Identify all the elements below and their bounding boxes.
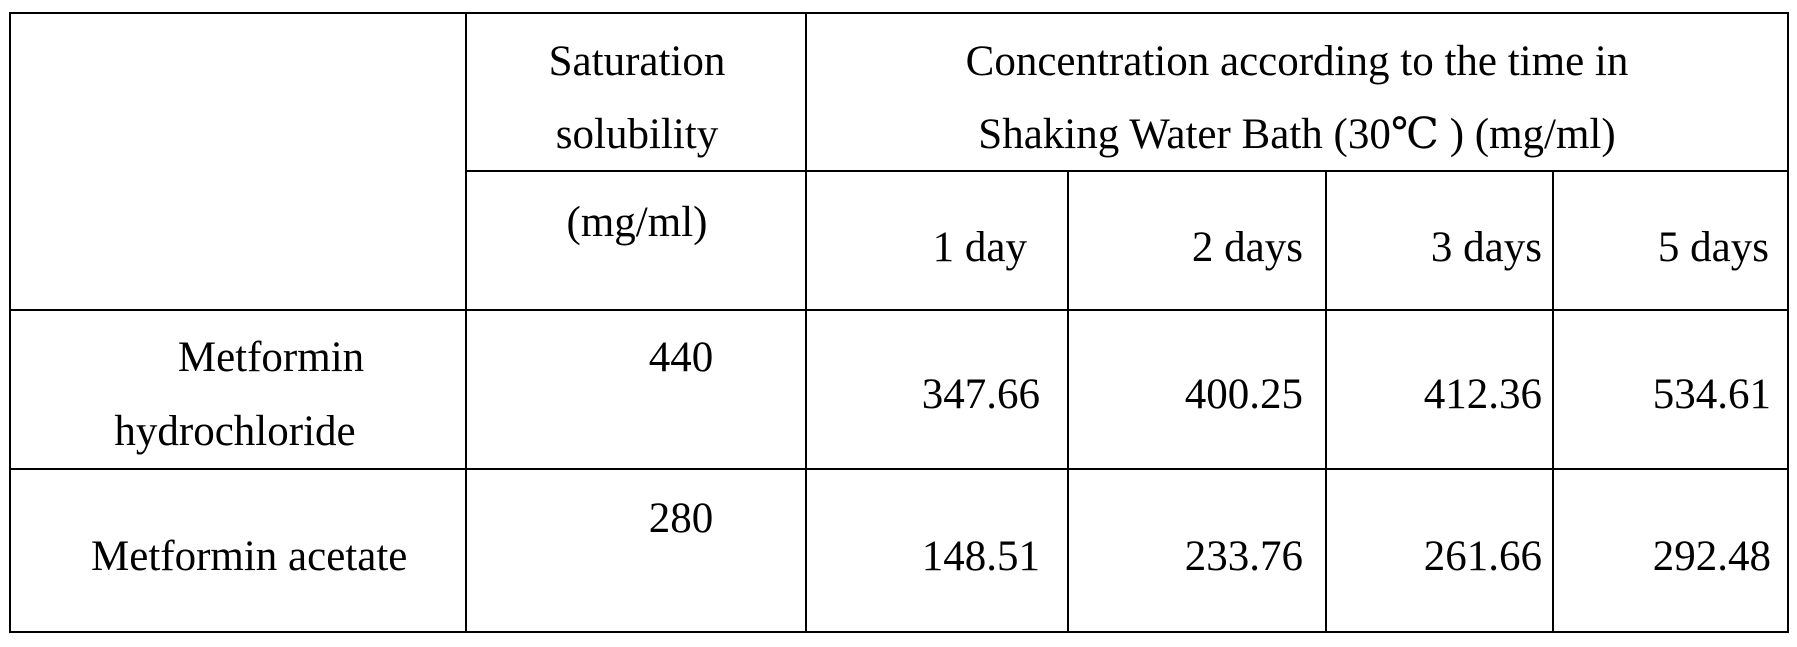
header-time-2-days: 2 days bbox=[1192, 226, 1303, 269]
row-1-value-2-days: 400.25 bbox=[1185, 373, 1303, 416]
row-1-name-line1: Metformin bbox=[178, 336, 364, 379]
row-1-value-5-days: 534.61 bbox=[1653, 373, 1771, 416]
row-2-value-2-days: 233.76 bbox=[1185, 535, 1303, 578]
column-divider-day3 bbox=[1552, 170, 1554, 633]
table-border-right bbox=[1787, 12, 1789, 633]
row-1-value-3-days: 412.36 bbox=[1424, 373, 1542, 416]
column-divider-name bbox=[465, 12, 467, 633]
header-saturation-line3: (mg/ml) bbox=[567, 201, 708, 244]
column-divider-day1 bbox=[1067, 170, 1069, 633]
row-1-name-line2: hydrochloride bbox=[114, 410, 355, 453]
header-concentration-line1: Concentration according to the time in bbox=[966, 40, 1629, 83]
row-2-value-5-days: 292.48 bbox=[1653, 535, 1771, 578]
header-time-5-days: 5 days bbox=[1658, 226, 1769, 269]
header-time-3-days: 3 days bbox=[1431, 226, 1542, 269]
row-2-name: Metformin acetate bbox=[91, 535, 407, 578]
row-1-value-1-day: 347.66 bbox=[922, 373, 1040, 416]
row-2-saturation: 280 bbox=[649, 497, 714, 540]
table-border-left bbox=[9, 12, 11, 633]
column-divider-day2 bbox=[1325, 170, 1327, 633]
header-saturation-line1: Saturation bbox=[549, 40, 726, 83]
table-border-bottom bbox=[9, 631, 1789, 633]
column-divider-saturation bbox=[805, 12, 807, 633]
header-time-1-day: 1 day bbox=[933, 226, 1027, 269]
header-concentration-line2: Shaking Water Bath (30℃ ) (mg/ml) bbox=[978, 113, 1615, 156]
header-subdivider bbox=[465, 170, 1789, 172]
header-saturation-line2: solubility bbox=[556, 113, 718, 156]
row-1-saturation: 440 bbox=[649, 336, 714, 379]
header-bottom-rule bbox=[9, 309, 1789, 311]
row-divider bbox=[9, 468, 1789, 470]
row-2-value-1-day: 148.51 bbox=[922, 535, 1040, 578]
table-border-top bbox=[9, 12, 1789, 14]
row-2-value-3-days: 261.66 bbox=[1424, 535, 1542, 578]
